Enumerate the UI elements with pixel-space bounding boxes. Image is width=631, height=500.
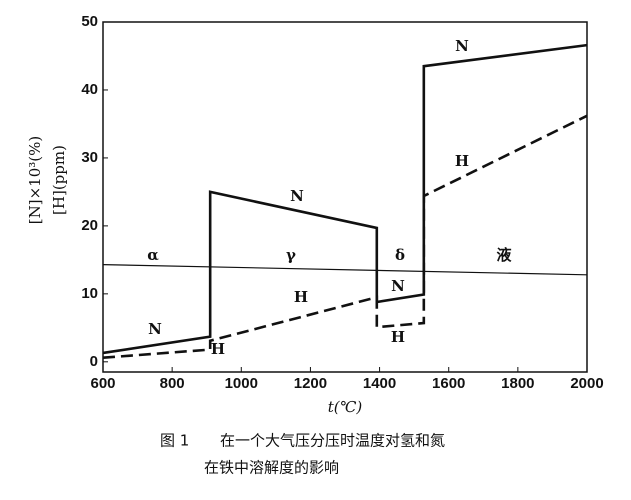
x-tick-label: 1200 [294,375,327,392]
x-tick-label: 1600 [432,375,465,392]
caption-line: 在一个大气压分压时温度对氢和氮 [220,432,445,450]
series-line [102,114,588,360]
series-label: N [290,187,304,205]
plot-frame [102,21,588,373]
x-tick-label: 1000 [225,375,258,392]
caption-figure: 图 1 [160,432,189,450]
phase-boundary [102,264,588,276]
y-tick-label: 30 [81,149,98,166]
x-axis-title: t(℃) [328,398,363,416]
phase-label: α [147,246,159,264]
series-label: H [294,288,308,306]
series-label: N [391,277,405,295]
y-axis-title: [N]×10³(%) [26,136,44,224]
phase-label: δ [395,246,405,264]
y-tick-label: 0 [90,353,98,370]
series-label: H [455,152,469,170]
caption-line: 在铁中溶解度的影响 [204,459,339,477]
x-tick-label: 1800 [501,375,534,392]
x-tick-label: 600 [90,375,115,392]
y-axis-title: [H](ppm) [50,145,68,215]
x-tick-label: 1400 [363,375,396,392]
y-tick-label: 40 [81,81,98,98]
y-tick-label: 10 [81,285,98,302]
series-label: H [211,340,225,358]
x-tick-label: 800 [160,375,185,392]
phase-label: γ [286,246,296,264]
x-tick-label: 2000 [570,375,603,392]
series-label: N [455,37,469,55]
series-label: N [148,320,162,338]
series-line [102,43,588,355]
series-label: H [391,328,405,346]
phase-label: 液 [496,246,512,264]
y-tick-label: 20 [81,217,98,234]
y-tick-label: 50 [81,13,98,30]
